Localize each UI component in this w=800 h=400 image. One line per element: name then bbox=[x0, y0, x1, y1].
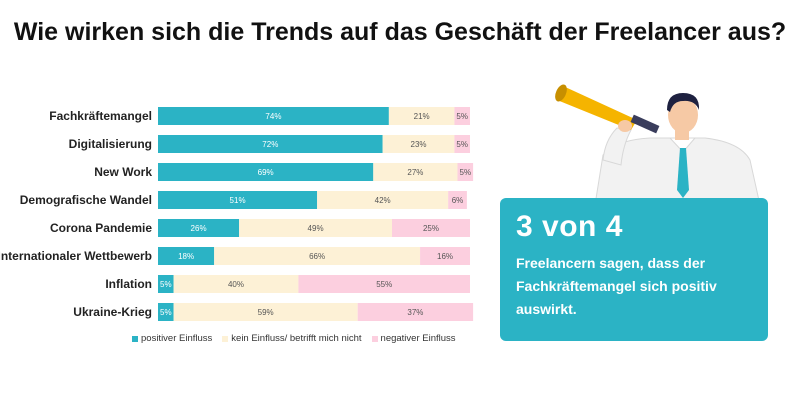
legend-swatch-positive bbox=[132, 335, 138, 342]
legend-swatch-neutral bbox=[222, 335, 229, 342]
bar-segment-neutral bbox=[388, 107, 455, 125]
category-label: Corona Pandemie bbox=[50, 221, 152, 235]
legend-swatch-negative bbox=[371, 335, 378, 342]
bar-segment-neutral bbox=[373, 163, 458, 181]
bar-segment-neutral bbox=[239, 219, 392, 237]
bar-segment-neutral bbox=[382, 135, 455, 153]
hair-shape bbox=[667, 93, 700, 112]
data-label-neutral: 21% bbox=[414, 112, 430, 121]
hand-shape bbox=[618, 120, 632, 132]
legend-item-negative: negativer Einfluss bbox=[371, 333, 456, 344]
data-label-negative: 6% bbox=[452, 196, 464, 205]
bar-segment-positive bbox=[158, 191, 318, 209]
chart-title: Wie wirken sich die Trends auf das Gesch… bbox=[13, 18, 787, 46]
data-label-negative: 16% bbox=[437, 252, 453, 261]
bar-segment-positive bbox=[158, 247, 215, 265]
data-label-neutral: 40% bbox=[228, 280, 244, 289]
bar-segment-positive bbox=[158, 275, 174, 293]
bar-segment-negative bbox=[357, 303, 474, 321]
category-label: Digitalisierung bbox=[69, 137, 152, 151]
callout-text: Freelancern sagen, dass der Fachkräftema… bbox=[516, 255, 717, 317]
data-label-neutral: 66% bbox=[309, 252, 325, 261]
data-label-negative: 5% bbox=[456, 140, 468, 149]
data-label-negative: 5% bbox=[460, 168, 472, 177]
data-label-neutral: 23% bbox=[411, 140, 427, 149]
data-label-positive: 26% bbox=[191, 224, 207, 233]
data-label-negative: 55% bbox=[376, 280, 392, 289]
data-label-neutral: 42% bbox=[375, 196, 391, 205]
bar-segment-negative bbox=[298, 275, 470, 293]
bar-segment-positive bbox=[158, 303, 174, 321]
legend-label-negative: negativer Einfluss bbox=[380, 333, 456, 344]
data-label-neutral: 59% bbox=[258, 308, 274, 317]
category-label: Demografische Wandel bbox=[20, 193, 152, 207]
bar-segment-positive bbox=[158, 219, 240, 237]
megaphone-bell bbox=[555, 84, 567, 102]
data-label-positive: 69% bbox=[258, 168, 274, 177]
bar-segment-neutral bbox=[214, 247, 421, 265]
bar-segment-neutral bbox=[173, 275, 299, 293]
bar-segment-negative bbox=[392, 219, 470, 237]
data-label-neutral: 27% bbox=[407, 168, 423, 177]
head-shape bbox=[668, 97, 698, 133]
data-label-negative: 5% bbox=[456, 112, 468, 121]
category-label: Internationaler Wettbewerb bbox=[0, 249, 152, 263]
category-label: Fachkräftemangel bbox=[49, 109, 152, 123]
bar-segment-neutral bbox=[173, 303, 358, 321]
bar-segment-negative bbox=[454, 107, 470, 125]
bar-segment-negative bbox=[457, 163, 474, 181]
legend-label-positive: positiver Einfluss bbox=[141, 333, 213, 344]
bar-segment-positive bbox=[158, 107, 389, 125]
callout-card: 3 von 4 Freelancern sagen, dass der Fach… bbox=[500, 198, 768, 341]
data-label-positive: 72% bbox=[262, 140, 278, 149]
bar-segment-negative bbox=[448, 191, 467, 209]
data-label-positive: 74% bbox=[265, 112, 281, 121]
legend-item-positive: positiver Einfluss bbox=[132, 333, 212, 344]
data-label-positive: 18% bbox=[178, 252, 194, 261]
bar-segment-positive bbox=[158, 135, 383, 153]
bar-segment-positive bbox=[158, 163, 374, 181]
data-label-positive: 5% bbox=[160, 308, 172, 317]
data-label-negative: 37% bbox=[407, 308, 423, 317]
bar-segment-neutral bbox=[317, 191, 449, 209]
category-label: New Work bbox=[94, 165, 152, 179]
data-label-positive: 51% bbox=[230, 196, 246, 205]
tie-shape bbox=[677, 148, 689, 198]
chart-legend: positiver Einfluss kein Einfluss/ betrif… bbox=[132, 333, 477, 344]
bar-segment-negative bbox=[420, 247, 470, 265]
data-label-positive: 5% bbox=[160, 280, 172, 289]
megaphone-icon bbox=[557, 86, 637, 130]
callout-headline: 3 von 4 bbox=[516, 210, 623, 243]
data-label-neutral: 49% bbox=[308, 224, 324, 233]
legend-item-neutral: kein Einfluss/ betrifft mich nicht bbox=[222, 333, 362, 344]
megaphone-mouthpiece bbox=[630, 114, 660, 134]
bar-segment-negative bbox=[454, 135, 470, 153]
megaphone-man-illustration bbox=[555, 84, 761, 205]
data-label-negative: 25% bbox=[423, 224, 439, 233]
legend-label-neutral: kein Einfluss/ betrifft mich nicht bbox=[231, 333, 362, 344]
category-label: Ukraine-Krieg bbox=[73, 305, 152, 319]
category-label: Inflation bbox=[105, 277, 152, 291]
